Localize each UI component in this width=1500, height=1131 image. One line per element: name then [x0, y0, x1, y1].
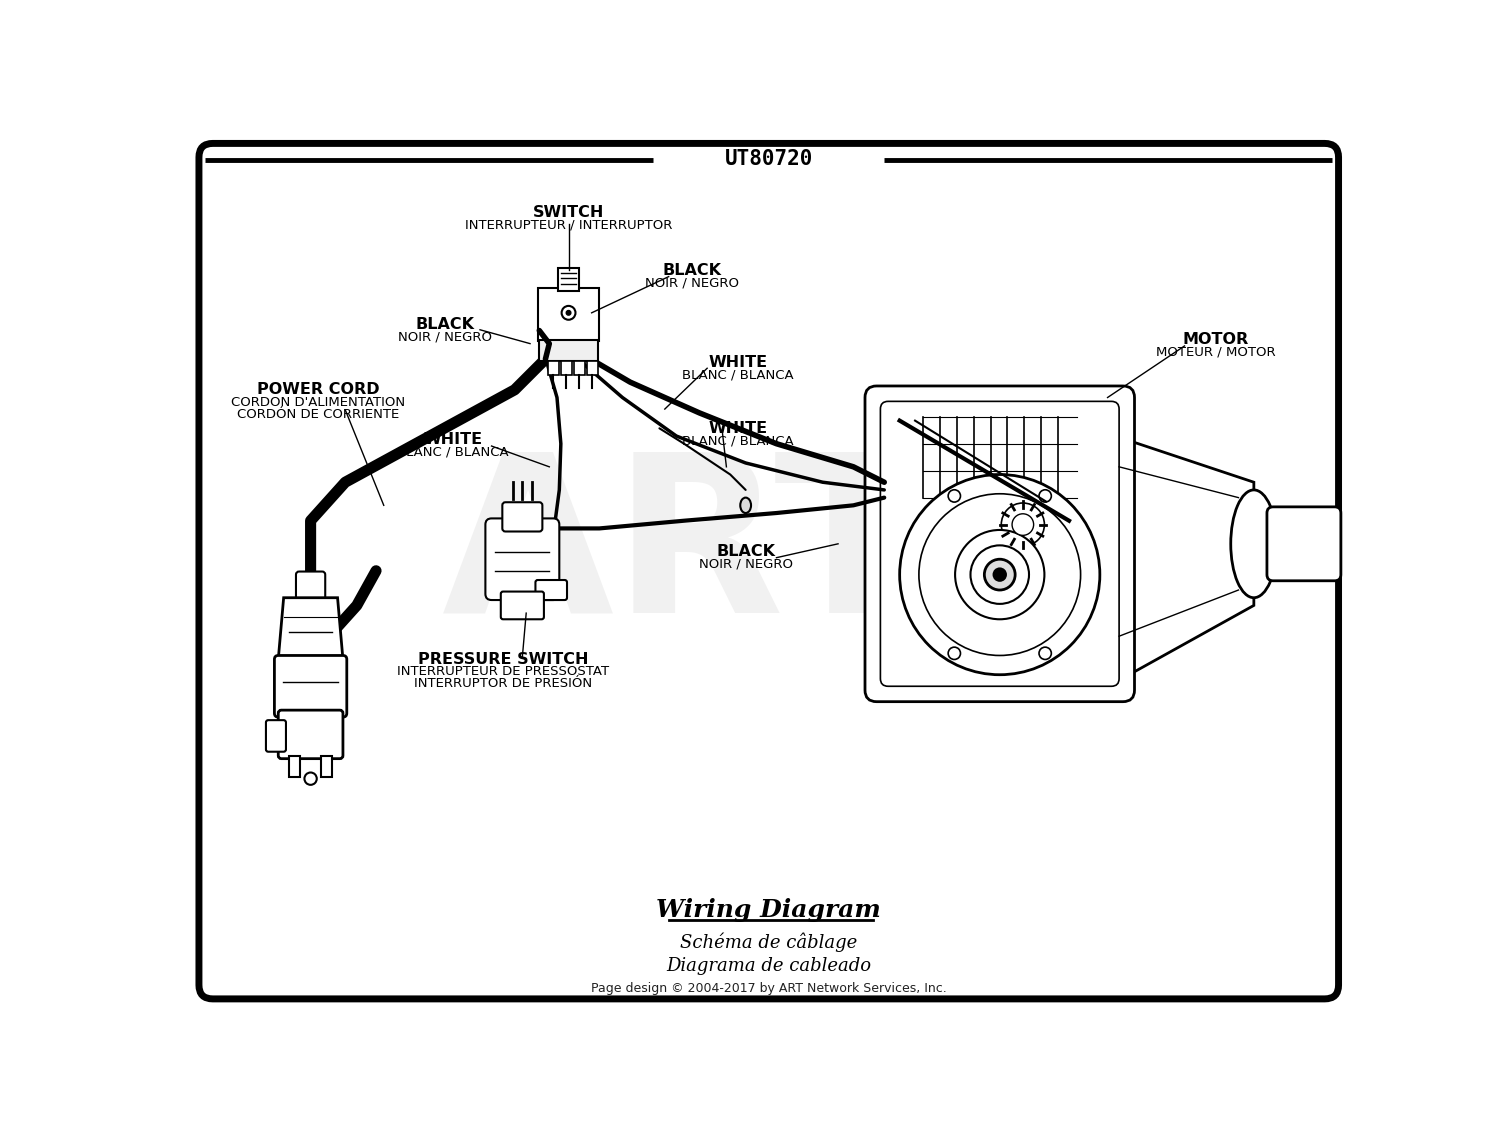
Circle shape [1002, 503, 1044, 546]
Circle shape [1040, 490, 1052, 502]
Bar [558, 268, 579, 292]
Text: INTERRUPTEUR / INTERRUPTOR: INTERRUPTEUR / INTERRUPTOR [465, 218, 672, 232]
FancyBboxPatch shape [1268, 507, 1341, 581]
Text: POWER CORD: POWER CORD [256, 382, 380, 397]
FancyBboxPatch shape [536, 580, 567, 601]
Circle shape [304, 772, 316, 785]
Text: INTERRUPTEUR DE PRESSOSTAT: INTERRUPTEUR DE PRESSOSTAT [398, 665, 609, 679]
Text: BLACK: BLACK [716, 544, 776, 559]
Circle shape [956, 530, 1044, 620]
FancyBboxPatch shape [503, 502, 543, 532]
Bar [290, 756, 300, 777]
Ellipse shape [741, 498, 752, 513]
Text: WHITE: WHITE [708, 421, 768, 435]
Circle shape [970, 545, 1029, 604]
Bar [586, 361, 598, 375]
Circle shape [561, 305, 576, 320]
Text: NOIR / NEGRO: NOIR / NEGRO [645, 276, 738, 290]
FancyBboxPatch shape [274, 656, 346, 717]
Text: NOIR / NEGRO: NOIR / NEGRO [699, 558, 792, 570]
Circle shape [900, 475, 1100, 675]
Text: BLACK: BLACK [663, 264, 722, 278]
Bar [574, 361, 585, 375]
Text: Diagrama de cableado: Diagrama de cableado [666, 957, 872, 975]
Circle shape [1040, 647, 1052, 659]
Circle shape [566, 311, 572, 316]
Text: SWITCH: SWITCH [532, 205, 604, 221]
Circle shape [993, 569, 1006, 581]
Polygon shape [1114, 437, 1254, 682]
Bar [321, 756, 332, 777]
Bar [561, 361, 572, 375]
Polygon shape [279, 597, 344, 659]
Text: WHITE: WHITE [708, 355, 768, 370]
Text: BLANC / BLANCA: BLANC / BLANCA [682, 434, 794, 447]
FancyBboxPatch shape [501, 592, 544, 620]
Circle shape [948, 647, 960, 659]
Text: BLANC / BLANCA: BLANC / BLANCA [682, 369, 794, 381]
FancyBboxPatch shape [486, 518, 560, 601]
Text: INTERRUPTOR DE PRESIÓN: INTERRUPTOR DE PRESIÓN [414, 677, 592, 690]
FancyBboxPatch shape [266, 720, 286, 752]
Text: Page design © 2004-2017 by ART Network Services, Inc.: Page design © 2004-2017 by ART Network S… [591, 983, 946, 995]
Ellipse shape [1232, 490, 1276, 597]
Text: BLACK: BLACK [416, 317, 476, 331]
Text: BLANC / BLANCA: BLANC / BLANCA [398, 446, 508, 459]
FancyBboxPatch shape [865, 386, 1134, 701]
Text: MOTEUR / MOTOR: MOTEUR / MOTOR [1155, 346, 1275, 359]
Text: Wiring Diagram: Wiring Diagram [657, 898, 880, 922]
Circle shape [984, 559, 1016, 590]
Circle shape [1013, 513, 1034, 535]
FancyBboxPatch shape [537, 288, 600, 342]
FancyBboxPatch shape [880, 402, 1119, 687]
FancyBboxPatch shape [200, 144, 1338, 999]
Text: MOTOR: MOTOR [1182, 333, 1248, 347]
FancyBboxPatch shape [296, 571, 326, 601]
Text: ART: ART [441, 444, 927, 658]
Text: Schéma de câblage: Schéma de câblage [680, 933, 858, 952]
Text: UT80720: UT80720 [724, 149, 813, 169]
Circle shape [920, 494, 1080, 656]
FancyBboxPatch shape [279, 710, 344, 759]
Text: CORDON D'ALIMENTATION: CORDON D'ALIMENTATION [231, 396, 405, 408]
Text: WHITE: WHITE [423, 432, 483, 448]
Text: PRESSURE SWITCH: PRESSURE SWITCH [419, 651, 588, 667]
Text: NOIR / NEGRO: NOIR / NEGRO [399, 330, 492, 343]
Bar [540, 339, 598, 361]
Circle shape [948, 490, 960, 502]
Text: CORDÓN DE CORRIENTE: CORDÓN DE CORRIENTE [237, 408, 399, 421]
Bar [548, 361, 558, 375]
